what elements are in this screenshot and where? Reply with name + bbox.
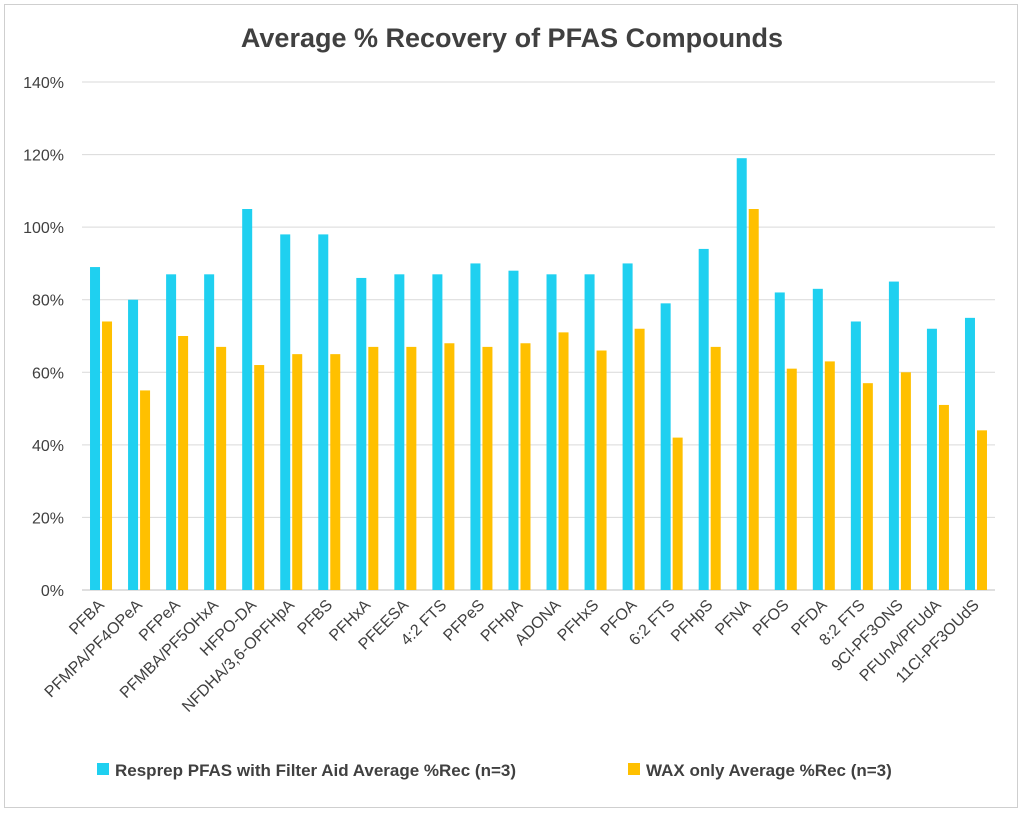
bar-wax [178, 336, 189, 590]
bars [90, 158, 987, 590]
bar-resprep [204, 274, 215, 590]
legend-label: WAX only Average %Rec (n=3) [646, 761, 892, 780]
y-tick-label: 140% [23, 75, 64, 92]
bar-wax [330, 354, 341, 590]
bar-resprep [926, 328, 937, 590]
bar-resprep [90, 267, 101, 590]
chart-title: Average % Recovery of PFAS Compounds [241, 23, 783, 53]
bar-resprep [280, 234, 291, 590]
bar-wax [824, 361, 835, 590]
x-axis-ticks: PFBAPFMPA/PF4OPeAPFPeAPFMBA/PF5OHxAHFPO-… [42, 597, 983, 716]
bar-wax [444, 343, 455, 590]
legend-label: Resprep PFAS with Filter Aid Average %Re… [115, 761, 516, 780]
bar-wax [520, 343, 531, 590]
bar-wax [710, 346, 721, 590]
bar-resprep [584, 274, 595, 590]
bar-wax [292, 354, 303, 590]
bar-resprep [242, 209, 253, 590]
bar-resprep [508, 270, 519, 590]
y-tick-label: 20% [32, 510, 64, 527]
bar-wax [368, 346, 379, 590]
bar-resprep [774, 292, 785, 590]
y-tick-label: 100% [23, 220, 64, 237]
y-tick-label: 60% [32, 365, 64, 382]
x-tick-label: PFNA [712, 597, 754, 639]
bar-resprep [850, 321, 861, 590]
legend: Resprep PFAS with Filter Aid Average %Re… [97, 761, 892, 780]
y-tick-label: 120% [23, 148, 64, 165]
bar-wax [254, 365, 265, 590]
x-tick-label: PFOS [750, 597, 793, 640]
bar-resprep [470, 263, 481, 590]
bar-resprep [812, 288, 823, 590]
bar-wax [938, 404, 949, 590]
bar-resprep [318, 234, 329, 590]
bar-resprep [698, 248, 709, 590]
bar-resprep [546, 274, 557, 590]
legend-swatch [628, 763, 640, 775]
y-axis-ticks: 0% 20% 40% 60% 80% 100% 120% 140% [23, 75, 64, 600]
x-tick-label: PFHxS [555, 597, 603, 645]
bar-wax [786, 368, 797, 590]
bar-wax [558, 332, 569, 590]
bar-wax [748, 209, 759, 590]
gridlines [82, 81, 995, 591]
bar-resprep [394, 274, 405, 590]
bar-wax [406, 346, 417, 590]
x-tick-label: PFHpS [668, 597, 716, 645]
bar-wax [976, 430, 987, 590]
bar-resprep [736, 158, 747, 590]
bar-wax [862, 383, 873, 590]
bar-resprep [660, 303, 671, 590]
bar-resprep [166, 274, 177, 590]
bar-wax [216, 346, 227, 590]
bar-resprep [432, 274, 443, 590]
bar-resprep [888, 281, 899, 590]
bar-resprep [622, 263, 633, 590]
y-tick-label: 40% [32, 438, 64, 455]
bar-wax [102, 321, 113, 590]
bar-resprep [356, 277, 367, 590]
bar-wax [900, 372, 911, 590]
y-tick-label: 0% [41, 583, 64, 600]
bar-wax [596, 350, 607, 590]
bar-resprep [964, 317, 975, 590]
bar-wax [482, 346, 493, 590]
legend-swatch [97, 763, 109, 775]
bar-wax [634, 328, 645, 590]
y-tick-label: 80% [32, 293, 64, 310]
bar-resprep [128, 299, 139, 590]
bar-wax [140, 390, 151, 590]
bar-wax [672, 437, 683, 590]
